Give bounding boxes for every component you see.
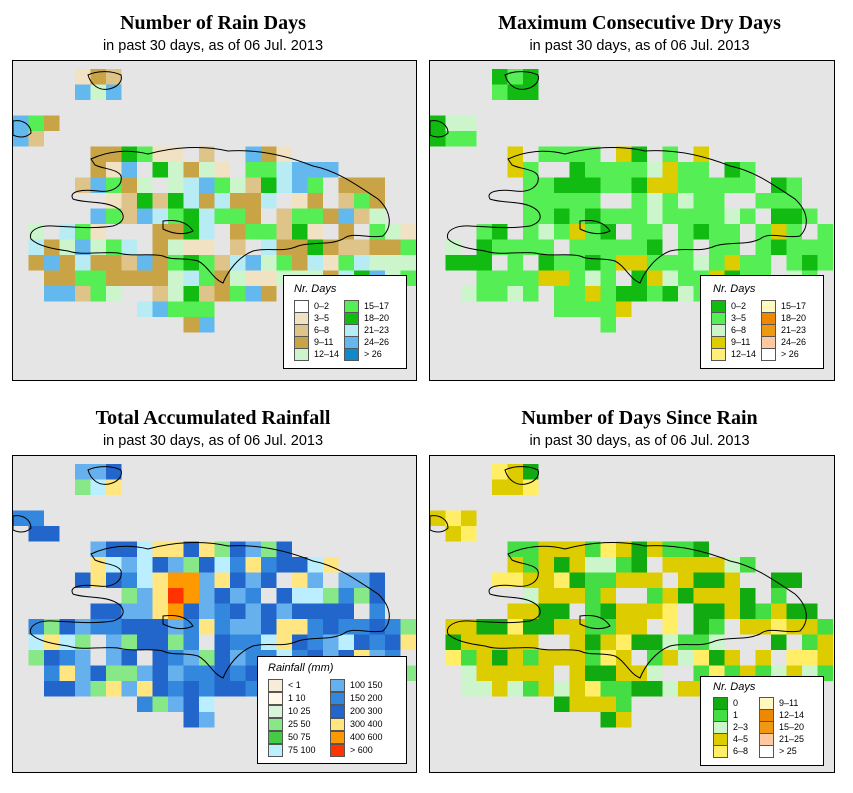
legend-label: 2–3 xyxy=(733,722,749,732)
legend-title: Nr. Days xyxy=(294,283,337,295)
map-days-since-rain[interactable]: Nr. Days 0 1 2–3 4–5 6–8 9–11 12–14 15–20 21–25 >… xyxy=(429,455,835,773)
panel-subtitle: in past 30 days, as of 06 Jul. 2013 xyxy=(102,433,324,449)
legend-label: 21–25 xyxy=(779,734,805,744)
legend-label: 9–11 xyxy=(731,337,751,347)
legend-label: 150 200 xyxy=(350,693,383,703)
legend-label: < 1 xyxy=(288,680,301,690)
legend-swatch xyxy=(268,705,283,718)
map-total-rainfall[interactable]: Rainfall (mm) < 1 1 10 10 25 25 50 50 75 75 1… xyxy=(12,455,417,773)
panel-rain-days: Number of Rain Days in past 30 days, as … xyxy=(0,0,426,390)
legend-swatch xyxy=(294,348,309,361)
legend-label: 15–20 xyxy=(779,722,805,732)
legend-label: 15–17 xyxy=(364,301,390,311)
legend-label: 200 300 xyxy=(350,706,383,716)
legend-label: 0–2 xyxy=(314,301,330,311)
legend-title: Nr. Days xyxy=(713,283,756,295)
panel-subtitle: in past 30 days, as of 06 Jul. 2013 xyxy=(102,38,324,54)
legend-label: 9–11 xyxy=(779,698,799,708)
legend-label: 18–20 xyxy=(781,313,807,323)
panel-max-dry-days: Maximum Consecutive Dry Days in past 30 … xyxy=(426,0,853,390)
legend-label: 400 600 xyxy=(350,732,383,742)
legend-label: 24–26 xyxy=(364,337,390,347)
legend-swatch xyxy=(711,348,726,361)
legend-swatch xyxy=(713,745,728,758)
legend: Rainfall (mm) < 1 1 10 10 25 25 50 50 75 75 1… xyxy=(257,656,407,764)
panel-subtitle: in past 30 days, as of 06 Jul. 2013 xyxy=(529,433,750,449)
legend-label: 6–8 xyxy=(314,325,330,335)
legend-title: Nr. Days xyxy=(713,681,756,693)
panel-total-rainfall: Total Accumulated Rainfall in past 30 da… xyxy=(0,395,426,793)
coastline xyxy=(13,466,390,679)
legend-swatch xyxy=(330,679,345,692)
panel-title: Number of Days Since Rain xyxy=(521,407,758,429)
panel-days-since-rain: Number of Days Since Rain in past 30 day… xyxy=(426,395,853,793)
legend-label: 21–23 xyxy=(364,325,390,335)
legend-label: 12–14 xyxy=(731,349,757,359)
legend: Nr. Days 0–2 3–5 6–8 9–11 12–14 15–17 18–20 21–… xyxy=(700,275,824,369)
legend-label: 3–5 xyxy=(314,313,330,323)
panel-subtitle: in past 30 days, as of 06 Jul. 2013 xyxy=(529,38,750,54)
legend-label: 24–26 xyxy=(781,337,807,347)
legend-label: 12–14 xyxy=(779,710,805,720)
legend-label: > 26 xyxy=(364,349,382,359)
map-grid-cells xyxy=(430,69,833,333)
legend-label: 9–11 xyxy=(314,337,334,347)
legend-swatch xyxy=(330,731,345,744)
legend-swatch xyxy=(330,744,345,757)
legend-label: 21–23 xyxy=(781,325,807,335)
coastline xyxy=(13,71,390,284)
legend-label: 12–14 xyxy=(314,349,340,359)
legend-label: 300 400 xyxy=(350,719,383,729)
legend-label: > 25 xyxy=(779,746,797,756)
panel-title: Maximum Consecutive Dry Days xyxy=(498,12,781,34)
legend-label: 15–17 xyxy=(781,301,807,311)
legend-label: 0 xyxy=(733,698,739,708)
legend-swatch xyxy=(268,692,283,705)
legend-label: 10 25 xyxy=(288,706,311,716)
legend-swatch xyxy=(330,692,345,705)
map-rain-days[interactable]: Nr. Days 0–2 3–5 6–8 9–11 12–14 15–17 18–20 21–… xyxy=(12,60,417,381)
panel-title: Total Accumulated Rainfall xyxy=(95,407,331,429)
legend-swatch xyxy=(344,348,359,361)
legend-label: 1 xyxy=(733,710,739,720)
legend-swatch xyxy=(268,744,283,757)
legend-swatch xyxy=(761,348,776,361)
legend-label: 6–8 xyxy=(731,325,747,335)
legend-swatch xyxy=(268,718,283,731)
legend-label: 75 100 xyxy=(288,745,316,755)
legend-label: 0–2 xyxy=(731,301,747,311)
legend-label: 25 50 xyxy=(288,719,311,729)
panel-title: Number of Rain Days xyxy=(120,12,306,34)
legend-label: 6–8 xyxy=(733,746,749,756)
legend-label: > 26 xyxy=(781,349,799,359)
legend-label: 18–20 xyxy=(364,313,390,323)
legend: Nr. Days 0–2 3–5 6–8 9–11 12–14 15–17 18–20 21–… xyxy=(283,275,407,369)
legend-title: Rainfall (mm) xyxy=(268,662,334,674)
map-max-dry-days[interactable]: Nr. Days 0–2 3–5 6–8 9–11 12–14 15–17 18–20 21–… xyxy=(429,60,835,381)
legend-label: 1 10 xyxy=(288,693,306,703)
coastline xyxy=(430,71,807,284)
legend: Nr. Days 0 1 2–3 4–5 6–8 9–11 12–14 15–20 21–25 >… xyxy=(700,676,824,766)
legend-label: 50 75 xyxy=(288,732,311,742)
legend-swatch xyxy=(268,679,283,692)
legend-swatch xyxy=(330,705,345,718)
legend-swatch xyxy=(268,731,283,744)
legend-label: 4–5 xyxy=(733,734,749,744)
coastline xyxy=(430,466,807,679)
legend-swatch xyxy=(759,745,774,758)
legend-label: 3–5 xyxy=(731,313,747,323)
legend-label: 100 150 xyxy=(350,680,383,690)
legend-swatch xyxy=(330,718,345,731)
legend-label: > 600 xyxy=(350,745,373,755)
